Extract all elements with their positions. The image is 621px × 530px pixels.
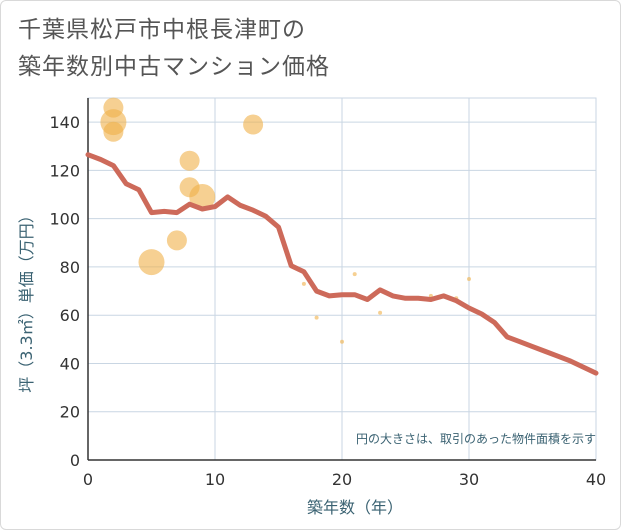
y-tick-label: 0 (70, 451, 80, 470)
x-tick-label: 30 (459, 470, 479, 489)
size-note: 円の大きさは、取引のあった物件面積を示す (356, 431, 596, 446)
trend-line (85, 152, 599, 376)
x-axis-label: 築年数（年） (307, 498, 403, 517)
data-point (103, 121, 124, 142)
y-tick-label: 60 (60, 306, 80, 325)
chart-title-line2: 築年数別中古マンション価格 (18, 54, 330, 80)
bubble-series (100, 97, 471, 344)
data-point (301, 281, 306, 286)
y-tick-label: 140 (49, 113, 80, 132)
data-point (166, 230, 187, 251)
data-point (340, 339, 344, 344)
data-point (179, 150, 200, 171)
y-tick-label: 20 (60, 403, 80, 422)
y-tick-label: 120 (49, 161, 80, 180)
y-axis-label: 坪（3.3㎡）単価（万円） (17, 207, 36, 392)
grid-lines (87, 97, 597, 461)
y-tick-label: 40 (60, 354, 80, 373)
x-tick-label: 10 (205, 470, 225, 489)
data-point (378, 310, 383, 315)
data-point (352, 272, 357, 277)
data-point (467, 277, 471, 281)
y-tick-label: 100 (49, 210, 80, 229)
tick-labels: 0 20 40 60 80 100 120 140 0 10 20 30 40 (49, 113, 606, 489)
data-point (314, 315, 319, 320)
chart-title: 千葉県松戸市中根長津町の 築年数別中古マンション価格 (18, 12, 578, 86)
axes (87, 98, 596, 461)
x-tick-label: 40 (586, 470, 606, 489)
x-tick-label: 20 (332, 470, 352, 489)
data-point (138, 249, 165, 276)
data-point (189, 183, 216, 210)
data-point (243, 114, 264, 135)
trend-series (85, 152, 599, 376)
x-tick-label: 0 (83, 470, 93, 489)
chart-title-line1: 千葉県松戸市中根長津町の (18, 17, 306, 43)
y-tick-label: 80 (60, 258, 80, 277)
